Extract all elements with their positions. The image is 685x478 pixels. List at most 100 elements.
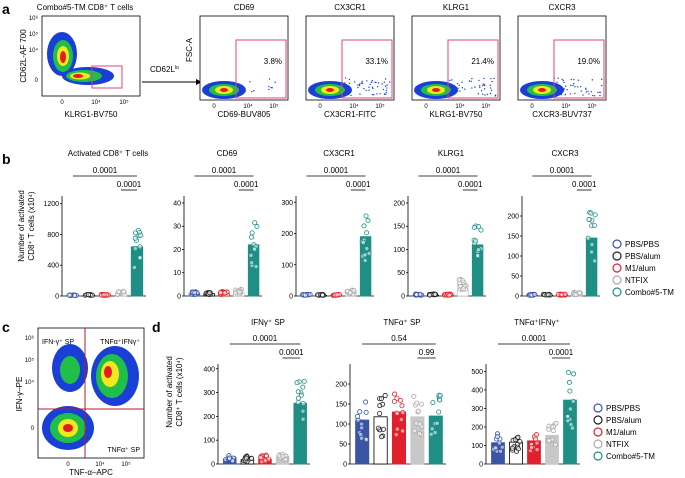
event-dot <box>471 87 473 89</box>
event-dot <box>588 93 590 95</box>
event-dot <box>361 82 364 85</box>
data-point <box>375 425 381 431</box>
data-point <box>280 453 286 459</box>
event-dot <box>491 80 493 83</box>
bar-chart-activated-cd8-t-cells: Activated CD8⁺ T cells 0 400 800 1200 0.0001 0… <box>43 149 148 301</box>
data-point <box>588 210 594 216</box>
data-point <box>138 232 144 238</box>
ifn-tnf-plot: IFN-γ⁺ SP TNFα⁺IFNγ⁺ TNFα⁺ SP 10⁶ 10⁵ 10… <box>15 327 145 477</box>
gate-ytick: 10⁶ <box>29 15 39 22</box>
data-point <box>362 252 368 258</box>
event-dot <box>592 94 594 97</box>
data-point <box>347 290 353 296</box>
event-dot <box>350 94 352 97</box>
event-dot <box>251 90 253 93</box>
fsc-ylabel: FSC-A <box>185 37 194 62</box>
event-dot <box>384 85 387 87</box>
event-dot <box>562 79 564 82</box>
event-dot <box>582 94 584 96</box>
c-ylabel: IFN-γ–PE <box>15 377 24 412</box>
marker-xtick: 10⁵ <box>269 103 279 110</box>
b-ylabel-line2: CD8⁺ T cells (x10⁴) <box>27 191 36 260</box>
legend-label: M1/alum <box>625 264 656 273</box>
data-point <box>394 395 400 401</box>
event-dot <box>483 77 485 80</box>
y-tick-label: 200 <box>203 414 215 421</box>
gate-plot-density <box>47 32 114 85</box>
event-dot <box>489 92 492 95</box>
marker-gate <box>235 39 287 99</box>
event-dot <box>490 77 492 80</box>
event-dot <box>385 89 388 92</box>
event-dot <box>386 84 388 86</box>
event-dot <box>569 93 572 95</box>
data-point <box>365 218 371 224</box>
event-dot <box>482 83 484 85</box>
legend-label: PBS/PBS <box>606 404 640 413</box>
legend-label: PBS/PBS <box>625 240 659 249</box>
event-dot <box>482 93 484 95</box>
c-xtick: 0 <box>66 462 70 468</box>
gate-plot-title: Combo#5-TM CD8⁺ T cells <box>37 3 133 12</box>
y-tick-label: 1200 <box>43 201 59 208</box>
y-tick-label: 150 <box>393 224 405 231</box>
legend-item: PBS/PBS <box>612 239 659 249</box>
data-point <box>417 421 423 427</box>
data-point <box>416 431 422 437</box>
data-point <box>428 431 434 437</box>
data-point <box>415 408 421 414</box>
y-tick-label: 300 <box>471 406 483 413</box>
event-dot <box>376 93 378 95</box>
p-value-label: 0.54 <box>391 334 407 343</box>
marker-gate <box>553 39 605 99</box>
data-point <box>589 249 595 255</box>
data-point <box>363 213 369 219</box>
event-dot <box>493 77 495 80</box>
y-tick-label: 50 <box>397 270 405 277</box>
event-dot <box>249 81 251 83</box>
data-point <box>585 235 591 241</box>
event-dot <box>381 83 383 85</box>
event-dot <box>365 89 367 92</box>
legend-label: Combo#5-TM <box>625 288 674 297</box>
event-dot <box>451 79 453 81</box>
y-tick-label: 10 <box>173 270 181 277</box>
q-lr-label: TNFα⁺ SP <box>107 447 140 454</box>
gate-ytick: 10⁴ <box>29 47 39 54</box>
y-tick-label: 0 <box>343 462 347 469</box>
legend-marker <box>612 263 622 273</box>
p-value-label: 0.0001 <box>93 166 118 175</box>
gate-ylabel: CD62L-AF 700 <box>19 29 28 83</box>
event-dot <box>271 87 273 89</box>
data-point <box>533 432 539 438</box>
event-dot <box>556 81 558 83</box>
event-dot <box>366 80 368 82</box>
data-point <box>565 413 571 419</box>
marker-plot-title: CX3CR1 <box>334 3 366 12</box>
marker-xtick: 0 <box>424 104 428 110</box>
event-dot <box>474 86 476 88</box>
data-point <box>233 290 239 296</box>
p-value-label: 0.0001 <box>549 348 574 357</box>
data-point <box>137 244 143 250</box>
data-point <box>295 389 301 395</box>
event-dot <box>461 87 464 89</box>
bar-chart-cxcr3: CXCR3 0 50 100 150 200 0.0001 0.0001 <box>507 149 600 301</box>
data-point <box>499 444 505 450</box>
data-point <box>366 250 372 256</box>
legend-marker <box>593 439 603 449</box>
d-ylabel-line2: CD8⁺ T cells (x10⁴) <box>175 357 184 426</box>
y-tick-label: 200 <box>393 200 405 207</box>
p-value-label: 0.0001 <box>522 334 547 343</box>
bar-chart-klrg1: KLRG1 0 50 100 150 200 0.0001 0.0001 <box>393 149 486 301</box>
y-tick-label: 100 <box>335 422 347 429</box>
data-point <box>473 238 479 244</box>
c-xtick: 10⁵ <box>121 461 131 468</box>
marker-xtick: 10⁴ <box>455 103 465 110</box>
event-dot <box>368 86 370 88</box>
legend-label: NTFIX <box>625 276 649 285</box>
event-dot <box>585 88 587 91</box>
legend-marker <box>612 275 622 285</box>
data-point <box>249 260 255 266</box>
